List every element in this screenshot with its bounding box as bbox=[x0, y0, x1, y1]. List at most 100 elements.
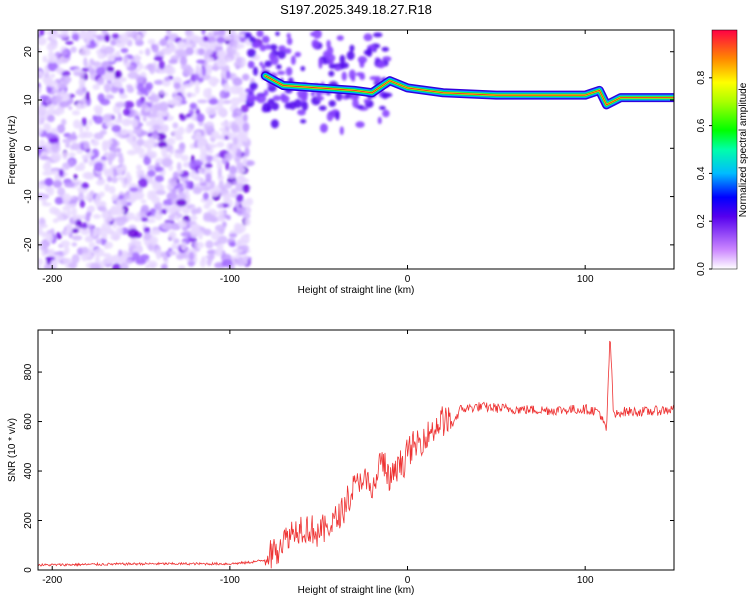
noise-blob bbox=[180, 241, 187, 251]
noise-blob bbox=[242, 254, 249, 262]
noise-blob bbox=[195, 64, 201, 71]
noise-blob bbox=[197, 138, 207, 148]
noise-blob bbox=[264, 60, 273, 68]
noise-blob bbox=[117, 194, 124, 200]
noise-blob bbox=[173, 238, 180, 244]
noise-blob bbox=[165, 65, 176, 76]
noise-blob bbox=[184, 64, 192, 72]
noise-blob bbox=[284, 102, 292, 110]
noise-blob bbox=[175, 49, 187, 56]
noise-blob bbox=[117, 176, 126, 181]
noise-blob bbox=[64, 181, 75, 188]
0-y-tick-label: -10 bbox=[23, 189, 34, 204]
noise-blob bbox=[55, 67, 65, 74]
noise-blob bbox=[70, 46, 77, 53]
noise-blob bbox=[80, 228, 91, 236]
noise-blob bbox=[85, 91, 90, 102]
noise-blob bbox=[104, 34, 110, 43]
noise-blob bbox=[212, 154, 218, 162]
noise-blob bbox=[160, 263, 168, 269]
1-y-tick-label: 200 bbox=[23, 512, 34, 529]
noise-blob bbox=[154, 166, 164, 172]
noise-blob bbox=[98, 227, 109, 238]
noise-blob bbox=[328, 70, 335, 77]
noise-blob bbox=[206, 155, 213, 163]
noise-blob bbox=[222, 82, 230, 93]
noise-blob bbox=[39, 139, 46, 148]
noise-blob bbox=[90, 155, 95, 161]
noise-blob bbox=[214, 224, 226, 232]
noise-blob bbox=[201, 66, 207, 76]
noise-blob bbox=[120, 76, 127, 83]
noise-blob bbox=[91, 61, 102, 67]
noise-blob bbox=[66, 225, 72, 234]
noise-blob bbox=[173, 215, 179, 220]
noise-blob bbox=[122, 108, 131, 116]
noise-blob bbox=[38, 70, 43, 77]
noise-blob bbox=[131, 118, 139, 128]
noise-blob bbox=[341, 71, 347, 81]
noise-blob bbox=[229, 241, 237, 247]
noise-blob bbox=[161, 208, 168, 215]
noise-blob bbox=[177, 220, 188, 228]
noise-blob bbox=[244, 147, 250, 157]
noise-blob bbox=[196, 59, 206, 64]
0-y-tick-label: 0 bbox=[23, 145, 34, 151]
noise-blob bbox=[296, 89, 307, 97]
noise-blob bbox=[126, 149, 137, 156]
noise-blob bbox=[161, 157, 173, 168]
noise-blob bbox=[179, 113, 184, 119]
noise-blob bbox=[143, 232, 152, 241]
noise-blob bbox=[161, 146, 168, 157]
noise-blob bbox=[180, 63, 185, 70]
noise-blob bbox=[151, 43, 156, 50]
noise-blob bbox=[134, 147, 145, 155]
noise-blob bbox=[149, 139, 156, 144]
noise-blob bbox=[206, 57, 214, 63]
noise-blob bbox=[159, 38, 168, 47]
noise-blob bbox=[339, 54, 346, 64]
noise-blob bbox=[108, 207, 119, 216]
noise-blob bbox=[197, 99, 208, 104]
noise-blob bbox=[202, 192, 210, 201]
noise-blob bbox=[61, 70, 71, 77]
noise-blob bbox=[261, 65, 266, 70]
noise-blob bbox=[38, 226, 43, 236]
noise-blob bbox=[103, 218, 111, 224]
noise-blob bbox=[232, 248, 244, 254]
noise-blob bbox=[59, 30, 68, 33]
noise-blob bbox=[203, 214, 214, 223]
noise-blob bbox=[104, 183, 110, 192]
noise-blob bbox=[48, 32, 59, 39]
spectrogram-y-label: Frequency (Hz) bbox=[7, 116, 18, 185]
noise-blob bbox=[245, 160, 255, 166]
noise-blob bbox=[93, 248, 105, 257]
noise-blob bbox=[142, 116, 147, 122]
noise-blob bbox=[115, 101, 126, 108]
noise-blob bbox=[41, 202, 52, 207]
noise-blob bbox=[190, 32, 196, 42]
noise-blob bbox=[276, 70, 286, 76]
noise-blob bbox=[71, 33, 80, 41]
noise-blob bbox=[194, 130, 202, 141]
noise-blob bbox=[149, 93, 161, 103]
noise-blob bbox=[203, 228, 212, 236]
noise-blob bbox=[326, 112, 334, 122]
noise-blob bbox=[138, 177, 148, 188]
noise-blob bbox=[38, 112, 43, 122]
noise-blob bbox=[232, 180, 238, 186]
noise-blob bbox=[328, 100, 336, 107]
noise-blob bbox=[222, 99, 232, 104]
noise-blob bbox=[140, 103, 149, 110]
noise-blob bbox=[355, 121, 365, 128]
noise-blob bbox=[60, 89, 66, 96]
noise-blob bbox=[73, 71, 82, 76]
spectrogram-x-label: Height of straight line (km) bbox=[298, 285, 415, 296]
noise-blob bbox=[208, 98, 219, 105]
noise-blob bbox=[133, 216, 142, 222]
noise-blob bbox=[102, 114, 113, 123]
noise-blob bbox=[205, 121, 214, 126]
noise-blob bbox=[162, 222, 173, 231]
noise-blob bbox=[42, 170, 53, 176]
noise-blob bbox=[225, 194, 231, 201]
